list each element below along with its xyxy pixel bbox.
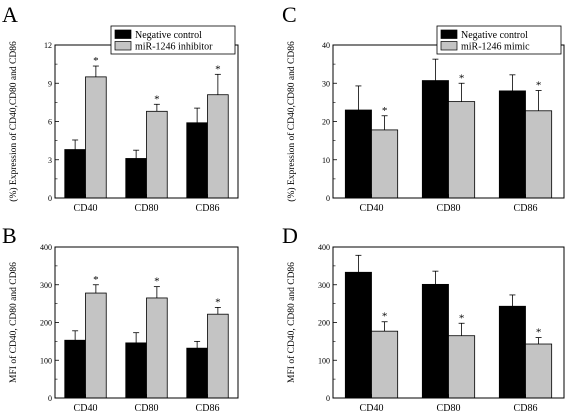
chart-panel-b: B 0 100 200 300 400 MFI of CD40, CD80 and CD86… (2, 223, 239, 412)
category-label: CD86 (196, 403, 220, 412)
bar (146, 297, 168, 399)
bar (498, 90, 526, 199)
panel-letter: C (282, 2, 297, 27)
bar (64, 149, 86, 199)
panel-letter: D (282, 223, 298, 248)
y-tick-label: 400 (318, 243, 330, 252)
y-tick-label: 40 (322, 41, 330, 50)
y-tick-label: 10 (322, 156, 330, 165)
category-label: CD80 (437, 403, 461, 412)
bar (64, 339, 86, 399)
category-label: CD80 (437, 203, 461, 214)
bar (344, 271, 372, 399)
category-label: CD80 (135, 203, 159, 214)
significance-mark: * (382, 105, 388, 117)
plot-frame (54, 246, 239, 399)
bar (146, 110, 168, 199)
bar (448, 335, 476, 399)
significance-mark: * (536, 80, 542, 92)
legend-label: Negative control (461, 30, 528, 41)
panel-letter: B (2, 223, 17, 248)
bar (186, 122, 208, 199)
category-label: CD80 (135, 403, 159, 412)
legend-swatch (440, 41, 458, 51)
significance-mark: * (93, 274, 99, 286)
bar (525, 343, 553, 399)
y-tick-label: 300 (318, 281, 330, 290)
y-tick-label: 20 (322, 118, 330, 127)
y-tick-label: 0 (48, 394, 52, 403)
y-tick-label: 400 (40, 243, 52, 252)
y-axis-label: (%) Expression of CD40,CD80 and CD86 (286, 41, 297, 202)
significance-mark: * (459, 312, 465, 324)
bar (186, 347, 208, 399)
legend-label: miR-1246 mimic (461, 42, 530, 53)
category-label: CD86 (196, 203, 220, 214)
bar (498, 305, 526, 399)
legend-box (110, 25, 236, 55)
legend-swatch (114, 41, 132, 51)
legend-label: miR-1246 inhibitor (135, 42, 213, 53)
category-label: CD40 (74, 403, 98, 412)
bar (85, 292, 107, 399)
legend-swatch (440, 29, 458, 39)
category-label: CD40 (74, 203, 98, 214)
category-label: CD86 (514, 403, 538, 412)
category-label: CD86 (514, 203, 538, 214)
significance-mark: * (459, 72, 465, 84)
y-tick-label: 30 (322, 79, 330, 88)
panel-letter: A (2, 2, 18, 27)
category-label: CD40 (360, 203, 384, 214)
y-tick-label: 12 (44, 41, 52, 50)
bar (125, 158, 147, 199)
bar (371, 330, 399, 399)
significance-mark: * (154, 276, 160, 288)
bar (344, 109, 372, 199)
bar (421, 80, 449, 199)
bar (525, 110, 553, 199)
chart-panel-c: C 0 10 20 30 40 (%) Expression of CD40,CD80 an… (282, 2, 565, 214)
significance-mark: * (93, 55, 99, 67)
y-tick-label: 0 (326, 394, 330, 403)
y-tick-label: 0 (326, 194, 330, 203)
y-tick-label: 9 (48, 79, 52, 88)
bar (448, 101, 476, 199)
y-axis-label: (%) Expression of CD40,CD80 and CD86 (8, 41, 19, 202)
significance-mark: * (536, 327, 542, 339)
significance-mark: * (215, 296, 221, 308)
bar (207, 94, 229, 199)
bar (421, 283, 449, 399)
y-tick-label: 200 (40, 319, 52, 328)
significance-mark: * (382, 311, 388, 323)
y-tick-label: 100 (40, 356, 52, 365)
plot-frame (332, 246, 565, 399)
bar (125, 342, 147, 399)
y-tick-label: 300 (40, 281, 52, 290)
y-tick-label: 0 (48, 194, 52, 203)
y-axis-label: MFI of CD40, CD80 and CD86 (8, 262, 19, 383)
y-tick-label: 200 (318, 319, 330, 328)
bar (371, 129, 399, 199)
y-tick-label: 100 (318, 356, 330, 365)
y-tick-label: 3 (48, 156, 52, 165)
significance-mark: * (154, 93, 160, 105)
legend-box (436, 25, 562, 55)
bar (207, 313, 229, 399)
legend-swatch (114, 29, 132, 39)
y-axis-label: MFI of CD40, CD80 and CD86 (286, 262, 297, 383)
category-label: CD40 (360, 403, 384, 412)
chart-panel-d: D 0 100 200 300 400 MFI of CD40, CD80 and CD86… (282, 223, 565, 412)
y-tick-label: 6 (48, 118, 52, 127)
significance-mark: * (215, 63, 221, 75)
chart-panel-a: A 0 3 6 9 12 (%) Expression of CD40,CD80 and C… (2, 2, 239, 214)
bar (85, 76, 107, 199)
legend-label: Negative control (135, 30, 202, 41)
